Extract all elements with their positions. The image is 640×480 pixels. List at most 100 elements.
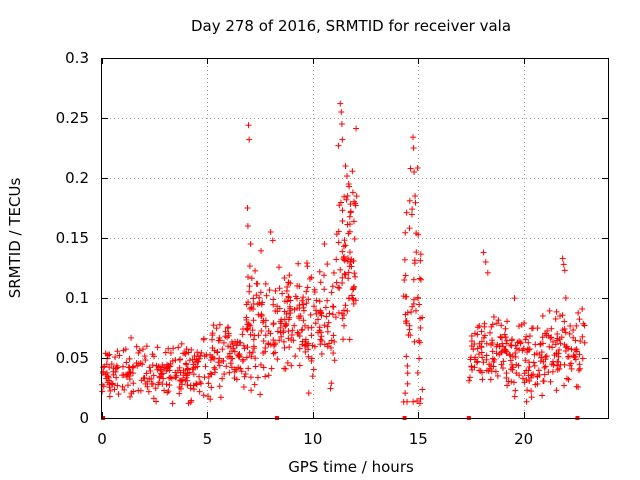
data-point xyxy=(284,284,291,291)
data-point xyxy=(339,274,346,281)
data-point xyxy=(224,325,231,332)
data-point xyxy=(350,296,357,303)
data-point xyxy=(122,371,129,378)
data-point xyxy=(552,341,559,348)
data-point xyxy=(163,381,170,388)
data-point xyxy=(147,368,154,375)
data-point xyxy=(492,368,499,375)
data-point xyxy=(244,344,251,351)
data-point xyxy=(346,221,353,228)
data-point xyxy=(127,393,134,400)
data-point xyxy=(130,380,137,387)
data-point xyxy=(201,353,208,360)
data-point xyxy=(231,348,238,355)
data-point xyxy=(478,338,485,345)
data-point xyxy=(217,394,224,401)
data-point xyxy=(502,347,509,354)
data-point xyxy=(260,364,267,371)
data-point xyxy=(276,285,283,292)
data-point xyxy=(312,307,319,314)
data-point xyxy=(106,384,113,391)
y-tick-label: 0.1 xyxy=(65,289,89,307)
data-point xyxy=(240,342,247,349)
data-point xyxy=(150,353,157,360)
data-point xyxy=(330,332,337,339)
data-point xyxy=(474,345,481,352)
data-point xyxy=(162,349,169,356)
data-point xyxy=(581,339,588,346)
data-point xyxy=(146,364,153,371)
data-point xyxy=(501,331,508,338)
data-point xyxy=(509,361,516,368)
data-point xyxy=(309,342,316,349)
data-point xyxy=(322,304,329,311)
data-point xyxy=(305,296,312,303)
data-point xyxy=(243,326,250,333)
data-point xyxy=(224,354,231,361)
data-point xyxy=(409,303,416,310)
data-point xyxy=(284,298,291,305)
data-point xyxy=(558,334,565,341)
data-point xyxy=(149,380,156,387)
data-point xyxy=(341,270,348,277)
data-point xyxy=(405,331,412,338)
data-point xyxy=(577,365,584,372)
data-point xyxy=(480,359,487,366)
data-point xyxy=(106,377,113,384)
data-point xyxy=(263,292,270,299)
data-point xyxy=(518,321,525,328)
data-point xyxy=(402,272,409,279)
data-point xyxy=(414,294,421,301)
data-point xyxy=(276,337,283,344)
data-point xyxy=(113,374,120,381)
data-point xyxy=(338,109,345,115)
data-point xyxy=(306,275,313,282)
data-point xyxy=(489,348,496,355)
data-point xyxy=(150,372,157,379)
data-point xyxy=(344,192,351,199)
data-point xyxy=(339,136,346,143)
data-point xyxy=(336,202,343,209)
data-points xyxy=(99,100,588,407)
data-point xyxy=(471,364,478,371)
data-point xyxy=(539,334,546,341)
data-point xyxy=(346,336,353,343)
data-point xyxy=(516,346,523,353)
data-point xyxy=(143,370,150,377)
data-point xyxy=(244,326,251,333)
data-point xyxy=(250,317,257,324)
data-point xyxy=(246,288,253,295)
data-point xyxy=(233,366,240,373)
data-point xyxy=(188,346,195,353)
data-point xyxy=(341,253,348,260)
data-point xyxy=(141,353,148,360)
data-point xyxy=(262,344,269,351)
data-point xyxy=(413,230,420,237)
data-point xyxy=(479,369,486,376)
data-point xyxy=(267,229,274,235)
data-point xyxy=(406,197,413,204)
data-point xyxy=(517,340,524,347)
data-point xyxy=(519,375,526,382)
data-point xyxy=(342,271,349,278)
data-point xyxy=(330,350,337,357)
data-point xyxy=(215,359,222,366)
data-point xyxy=(255,311,262,318)
data-point xyxy=(126,372,133,379)
data-point xyxy=(210,322,217,329)
data-point xyxy=(282,323,289,330)
data-point xyxy=(119,383,126,390)
data-point xyxy=(294,305,301,312)
x-tick-label: 5 xyxy=(203,430,213,448)
data-point xyxy=(486,365,493,372)
data-point xyxy=(200,336,207,343)
data-point xyxy=(137,387,144,394)
data-point xyxy=(335,142,342,149)
data-point xyxy=(541,364,548,371)
data-point xyxy=(488,341,495,348)
data-point xyxy=(500,358,507,365)
data-point xyxy=(211,364,218,371)
data-point xyxy=(294,329,301,336)
data-point xyxy=(489,355,496,362)
data-point xyxy=(259,299,266,306)
